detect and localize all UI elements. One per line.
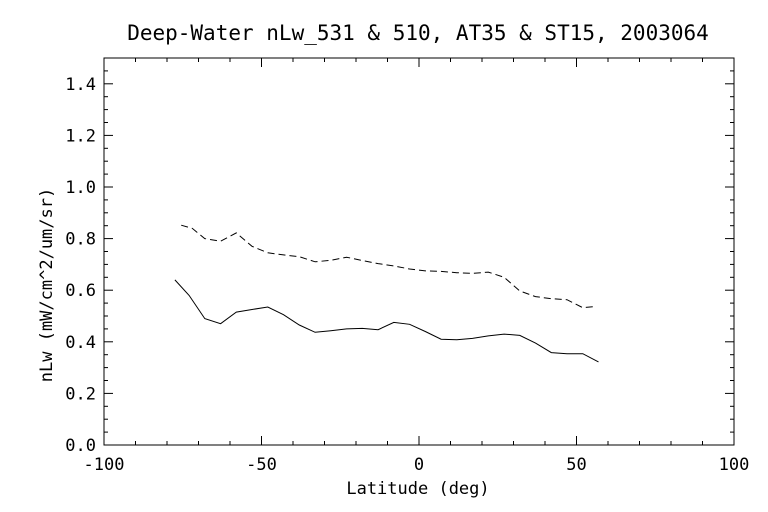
x-axis-label: Latitude (deg): [346, 479, 489, 499]
chart-title: Deep-Water nLw_531 & 510, AT35 & ST15, 2…: [127, 21, 709, 45]
plot-frame: [103, 57, 735, 446]
y-tick-label: 0.6: [65, 281, 96, 301]
axes: -100 -50 0 50 100 0.0 0.2 0.4 0.6 0.8 1.0 1.2 1.4: [65, 57, 750, 475]
x-tick-label: 100: [719, 455, 750, 475]
series-line-solid: [174, 279, 599, 363]
series-line-dashed: [181, 224, 596, 309]
y-tick-label: 0.0: [65, 436, 96, 456]
x-tick-label: -50: [246, 455, 277, 475]
y-tick-label: 1.0: [65, 178, 96, 198]
y-axis-label: nLw (mW/cm^2/um/sr): [37, 188, 57, 382]
x-tick-label: 0: [414, 455, 424, 475]
y-tick-label: 1.2: [65, 126, 96, 146]
y-tick-label: 0.4: [65, 333, 96, 353]
y-tick-label: 1.4: [65, 75, 96, 95]
y-tick-label: 0.8: [65, 230, 96, 250]
x-tick-label: -100: [84, 455, 125, 475]
series: [174, 224, 599, 363]
x-tick-label: 50: [566, 455, 586, 475]
y-tick-label: 0.2: [65, 384, 96, 404]
